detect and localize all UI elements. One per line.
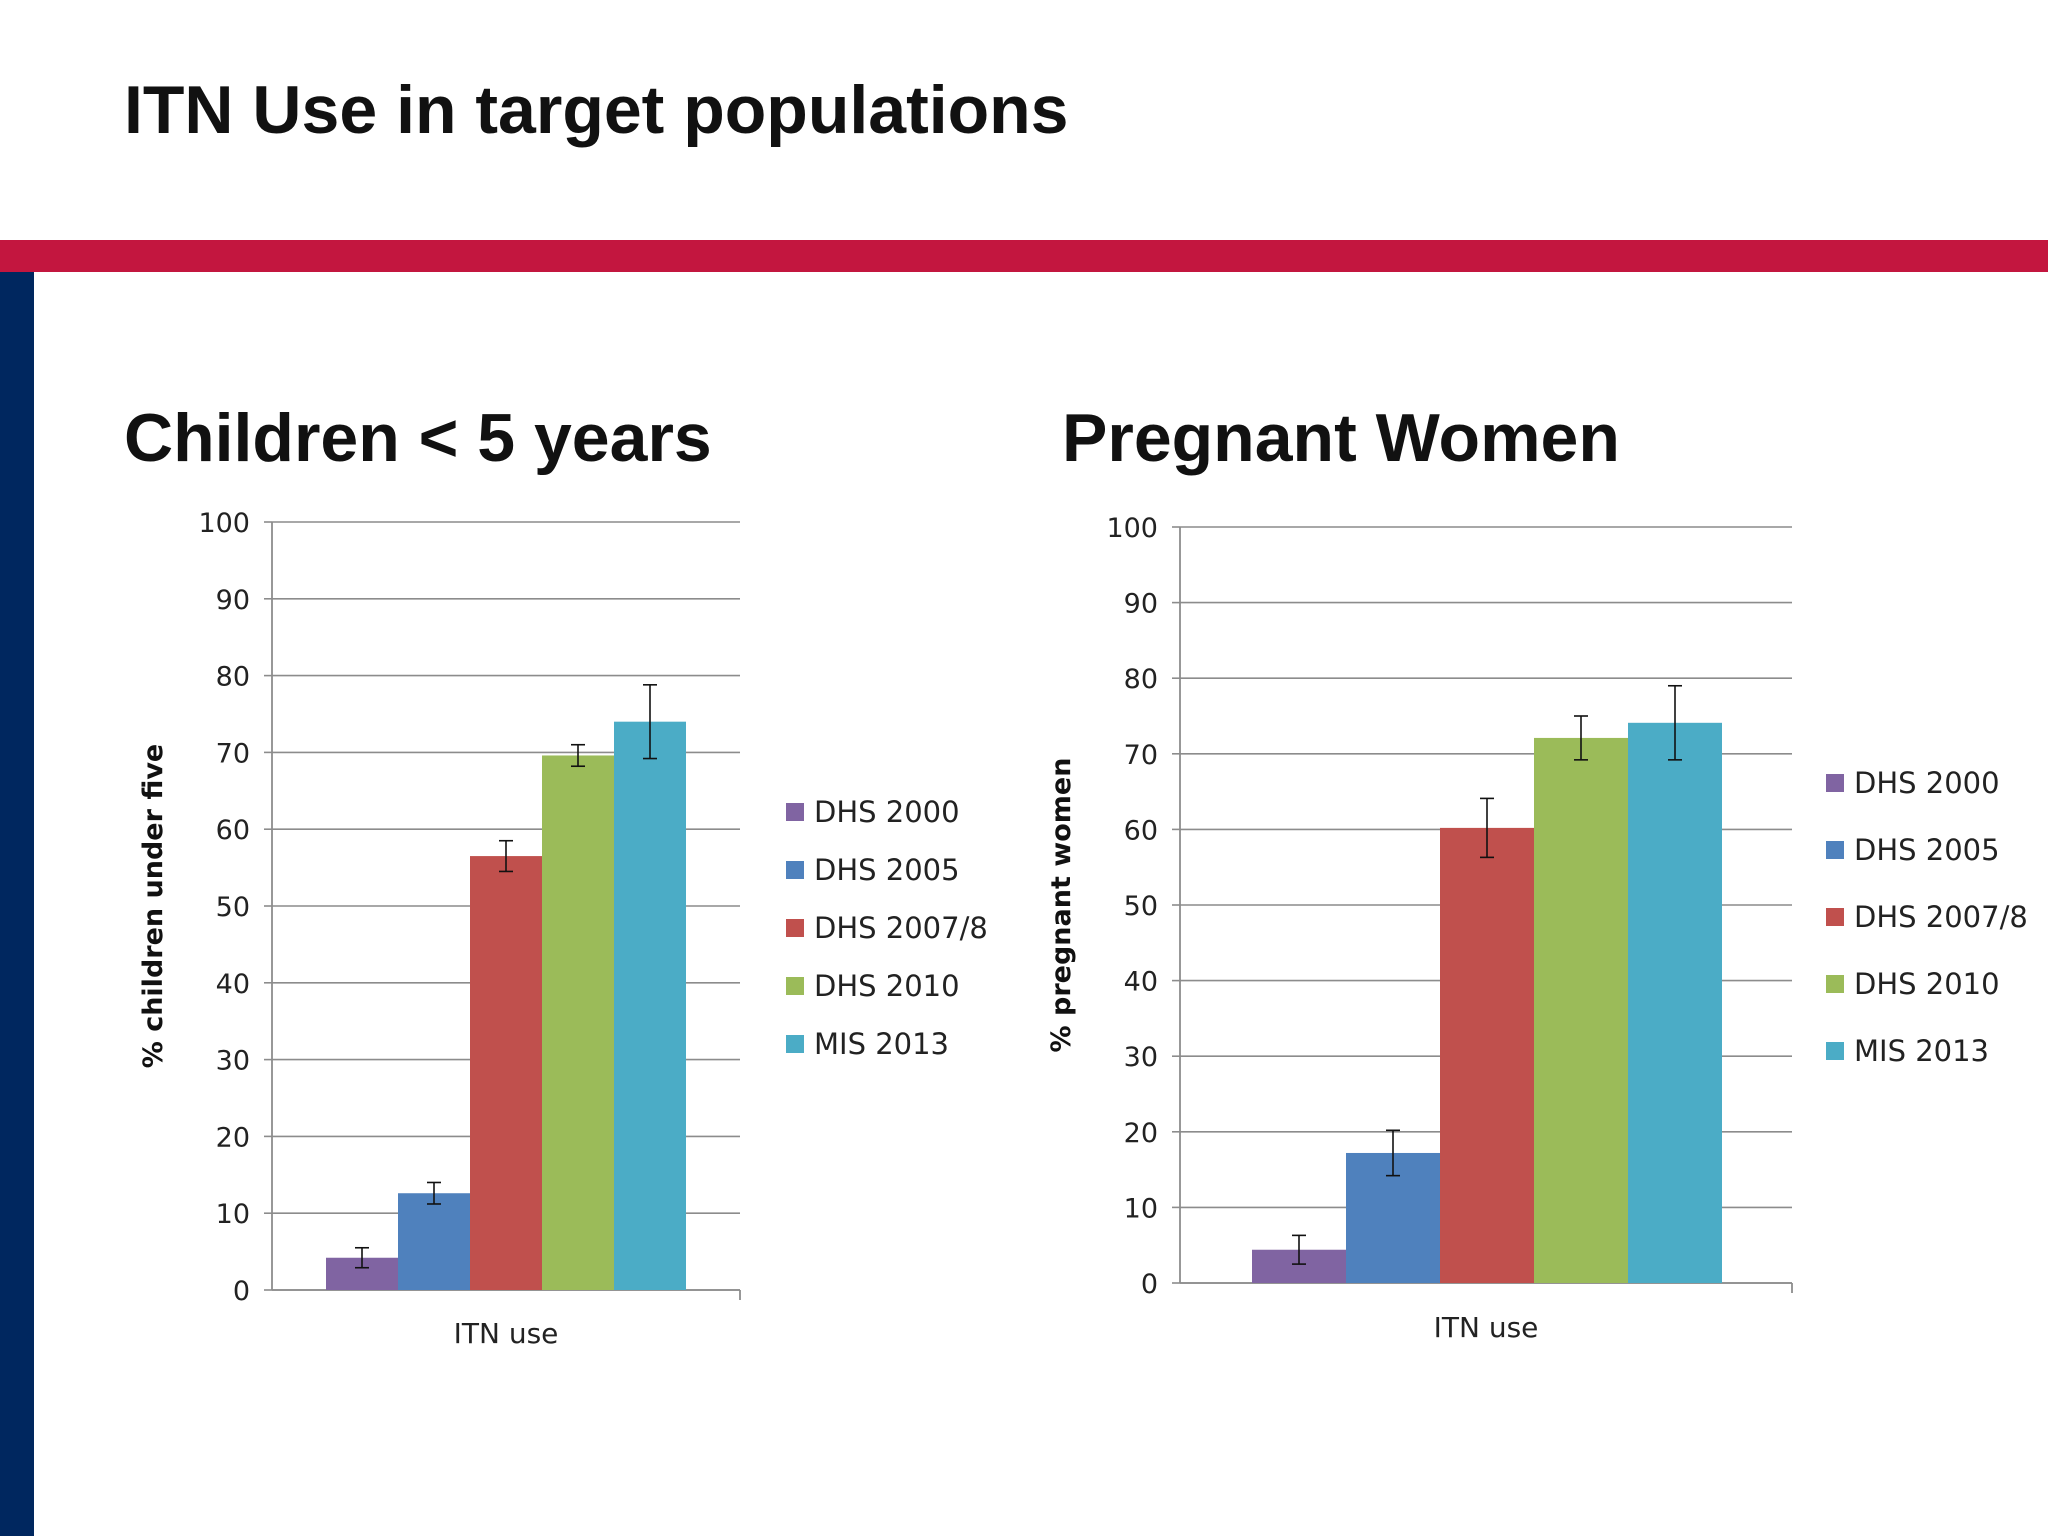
- bar: [614, 721, 686, 1290]
- legend-label: DHS 2010: [1854, 967, 2000, 1001]
- legend-swatch: [1826, 841, 1844, 859]
- y-tick-label: 90: [216, 585, 250, 616]
- bar: [470, 856, 542, 1290]
- bar: [1628, 722, 1722, 1283]
- bar: [1534, 737, 1628, 1283]
- legend-label: MIS 2013: [814, 1027, 949, 1061]
- y-tick-label: 80: [1124, 664, 1158, 695]
- y-tick-label: 40: [1124, 967, 1158, 998]
- legend-label: DHS 2000: [814, 795, 960, 829]
- legend-swatch: [786, 861, 804, 879]
- y-tick-label: 0: [233, 1276, 250, 1307]
- legend-swatch: [786, 977, 804, 995]
- side-accent-bar: [0, 272, 34, 1536]
- legend-label: DHS 2005: [1854, 833, 2000, 867]
- chart-children-under-five: 0 10 20 30 40 50 60 70 80 90 100 ITN use % children …: [138, 508, 988, 1350]
- legend-swatch: [1826, 908, 1844, 926]
- y-tick-label: 100: [1106, 513, 1158, 544]
- legend-label: DHS 2010: [814, 969, 960, 1003]
- y-tick-label: 90: [1124, 589, 1158, 620]
- legend-swatch: [1826, 1042, 1844, 1060]
- y-axis-title: % pregnant women: [1046, 758, 1077, 1053]
- bar: [542, 755, 614, 1290]
- y-tick-label: 30: [216, 1046, 250, 1077]
- y-tick-label: 70: [216, 738, 250, 769]
- y-tick-label: 50: [1124, 891, 1158, 922]
- y-tick-label: 50: [216, 892, 250, 923]
- legend-swatch: [786, 1035, 804, 1053]
- legend-label: MIS 2013: [1854, 1034, 1989, 1068]
- bar: [398, 1193, 470, 1290]
- y-tick-label: 40: [216, 969, 250, 1000]
- y-axis-title: % children under five: [138, 744, 169, 1069]
- y-tick-label: 20: [216, 1122, 250, 1153]
- y-tick-label: 100: [198, 508, 250, 539]
- legend-label: DHS 2007/8: [814, 911, 988, 945]
- y-tick-label: 60: [216, 815, 250, 846]
- legend-swatch: [1826, 774, 1844, 792]
- chart-title-pregnant-women: Pregnant Women: [1062, 400, 1620, 476]
- legend-label: DHS 2007/8: [1854, 900, 2028, 934]
- y-tick-label: 80: [216, 662, 250, 693]
- legend-swatch: [1826, 975, 1844, 993]
- bar: [1440, 827, 1534, 1283]
- legend-label: DHS 2005: [814, 853, 960, 887]
- y-tick-label: 10: [216, 1199, 250, 1230]
- y-tick-label: 20: [1124, 1118, 1158, 1149]
- chart-title-children: Children < 5 years: [124, 400, 712, 476]
- chart-pregnant-women: 0 10 20 30 40 50 60 70 80 90 100 ITN use % pregnant …: [1046, 513, 2028, 1344]
- y-tick-label: 30: [1124, 1042, 1158, 1073]
- legend-swatch: [786, 803, 804, 821]
- y-tick-label: 70: [1124, 740, 1158, 771]
- y-tick-label: 60: [1124, 815, 1158, 846]
- y-tick-label: 10: [1124, 1193, 1158, 1224]
- header-accent-bar: [0, 240, 2048, 272]
- legend-label: DHS 2000: [1854, 766, 2000, 800]
- y-tick-label: 0: [1141, 1269, 1158, 1300]
- x-category-label: ITN use: [454, 1317, 559, 1350]
- slide-title: ITN Use in target populations: [124, 72, 1069, 148]
- x-category-label: ITN use: [1434, 1311, 1539, 1344]
- legend-swatch: [786, 919, 804, 937]
